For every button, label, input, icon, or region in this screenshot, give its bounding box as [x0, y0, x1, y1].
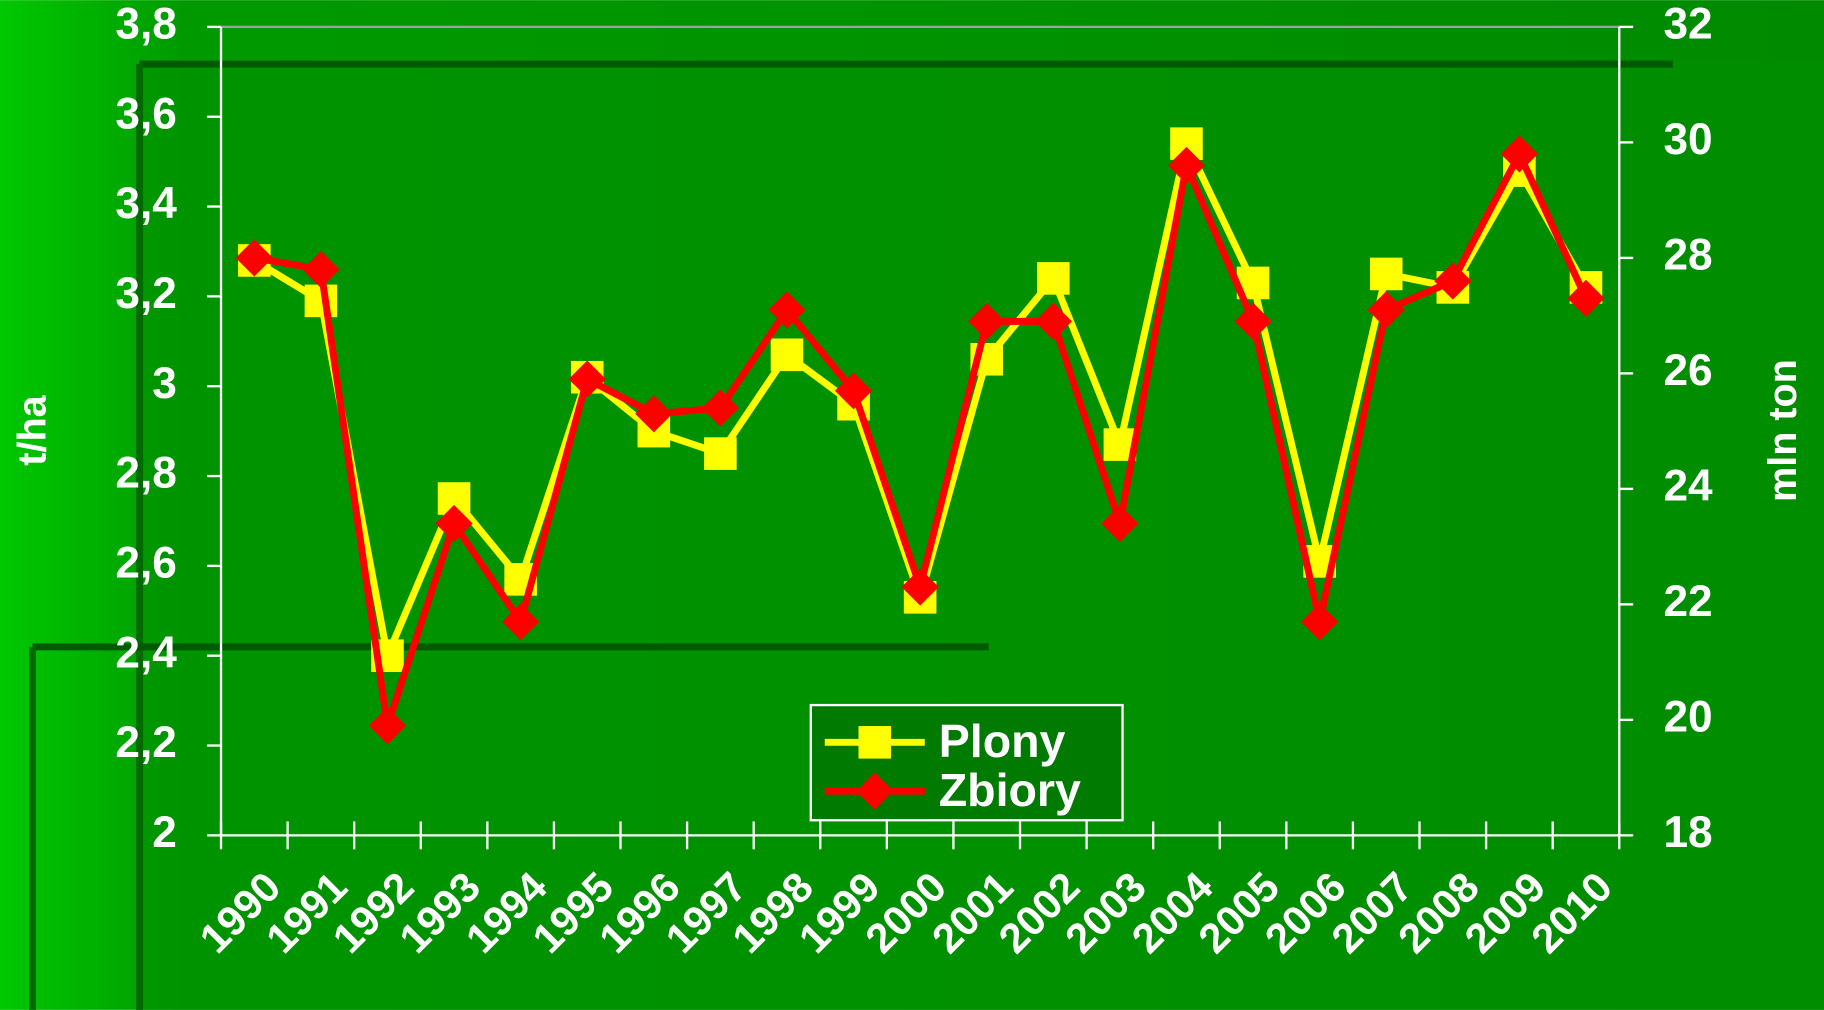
point [302, 250, 340, 289]
point [1500, 135, 1539, 173]
y2-tick-label: 28 [1663, 231, 1712, 280]
y-tick-label: 3,4 [115, 179, 177, 228]
point [635, 395, 673, 433]
point [1369, 257, 1403, 291]
y-tick-label: 2,8 [115, 449, 176, 498]
legend-marker [858, 726, 892, 759]
point [1434, 262, 1472, 300]
point [1101, 504, 1139, 543]
point [1234, 302, 1272, 341]
y-axis-label: t/ha [10, 394, 54, 465]
legend-label: Plony [939, 715, 1066, 767]
y2-tick-label: 18 [1663, 808, 1712, 857]
y2-axis-label: mln ton [1761, 359, 1805, 502]
y-tick-label: 2,4 [115, 628, 177, 677]
point [435, 504, 473, 543]
point [1367, 291, 1405, 329]
y2-tick-label: 24 [1663, 462, 1713, 511]
point [968, 302, 1006, 341]
point [1037, 262, 1070, 295]
y2-tick-label: 26 [1663, 346, 1712, 395]
y-tick-label: 2 [152, 808, 177, 857]
y-tick-label: 2,6 [115, 539, 176, 588]
point [1034, 302, 1072, 341]
point [770, 338, 804, 372]
y-tick-label: 3,2 [115, 269, 176, 318]
legend-label: Zbiory [939, 764, 1081, 816]
legend-marker [856, 772, 894, 810]
point [834, 372, 873, 410]
legend-box [809, 703, 1124, 822]
y-tick-label: 2,2 [115, 718, 176, 767]
y2-tick-label: 22 [1663, 577, 1712, 626]
y-tick-label: 3,8 [115, 0, 176, 49]
point [704, 437, 737, 470]
y-tick-label: 3 [152, 359, 177, 408]
y2-tick-label: 32 [1663, 0, 1712, 49]
y-tick-label: 3,6 [115, 89, 176, 138]
point [368, 707, 407, 745]
y2-tick-label: 30 [1663, 115, 1712, 164]
point [1167, 146, 1206, 185]
y2-tick-label: 20 [1663, 693, 1712, 742]
